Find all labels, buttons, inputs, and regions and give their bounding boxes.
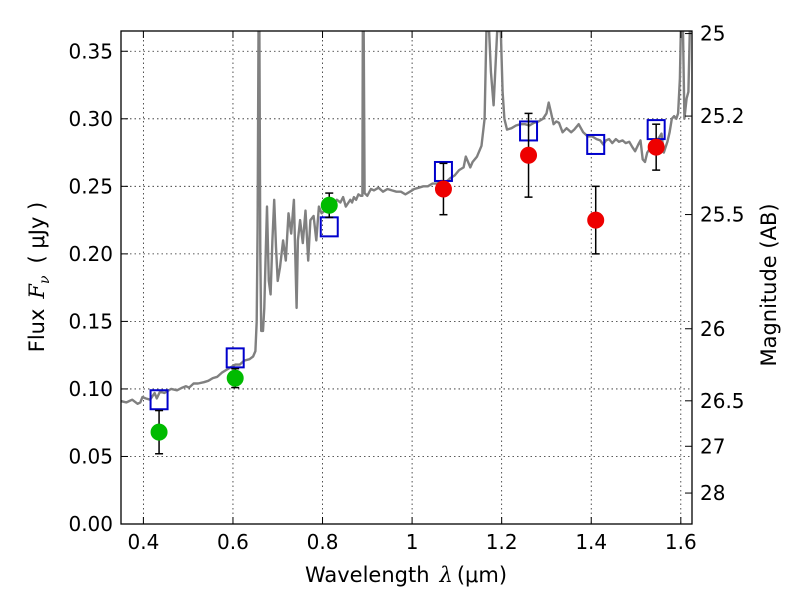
x-axis-label: Wavelength λ (μm) xyxy=(305,563,507,587)
spectrum-line xyxy=(121,31,692,405)
model-photometry-marker xyxy=(225,347,245,369)
x-tick-label: 0.4 xyxy=(127,530,159,554)
photometry-point xyxy=(150,423,168,441)
y2-tick-label: 25.2 xyxy=(700,104,745,128)
y-tick-label: 0.00 xyxy=(68,512,113,536)
photometry-point xyxy=(587,211,605,229)
y2-tick-label: 28 xyxy=(700,481,725,505)
x-tick-label: 0.6 xyxy=(217,530,249,554)
x-tick-label: 0.8 xyxy=(307,530,339,554)
y-tick-label: 0.15 xyxy=(68,309,113,333)
y2-tick-label: 25 xyxy=(700,22,725,46)
axis-ticks: 0.4 0.6 0.8 1 1.2 1.4 1.6 0.00 0.05 0.10 0.15 0.20 0… xyxy=(68,22,744,554)
y2-tick-label: 26.5 xyxy=(700,389,745,413)
x-tick-label: 1.4 xyxy=(575,530,607,554)
y-tick-label: 0.10 xyxy=(68,377,113,401)
y-tick-label: 0.30 xyxy=(68,107,113,131)
photometry-point xyxy=(647,138,665,156)
x-tick-label: 1.6 xyxy=(665,530,697,554)
y-tick-label: 0.35 xyxy=(68,39,113,63)
photometry-point xyxy=(226,369,244,387)
photometry-point xyxy=(320,196,338,214)
y2-axis-label: Magnitude (AB) xyxy=(757,203,781,366)
model-photometry-marker xyxy=(586,133,606,155)
y-tick-label: 0.05 xyxy=(68,444,113,468)
x-tick-label: 1 xyxy=(406,530,419,554)
gridlines xyxy=(121,31,692,524)
photometry-point xyxy=(434,180,452,198)
y-tick-label: 0.25 xyxy=(68,174,113,198)
plot-area xyxy=(121,31,692,455)
x-tick-label: 1.2 xyxy=(486,530,518,554)
y2-tick-label: 26 xyxy=(700,317,725,341)
y-axis-label: FluxFν( μJy ) xyxy=(25,202,53,352)
y2-tick-label: 25.5 xyxy=(700,203,745,227)
y-tick-label: 0.20 xyxy=(68,242,113,266)
plot-series xyxy=(121,31,692,455)
photometry-point xyxy=(520,146,538,164)
y2-tick-label: 27 xyxy=(700,434,725,458)
axes-frame xyxy=(120,30,693,525)
model-photometry-marker xyxy=(149,389,169,411)
